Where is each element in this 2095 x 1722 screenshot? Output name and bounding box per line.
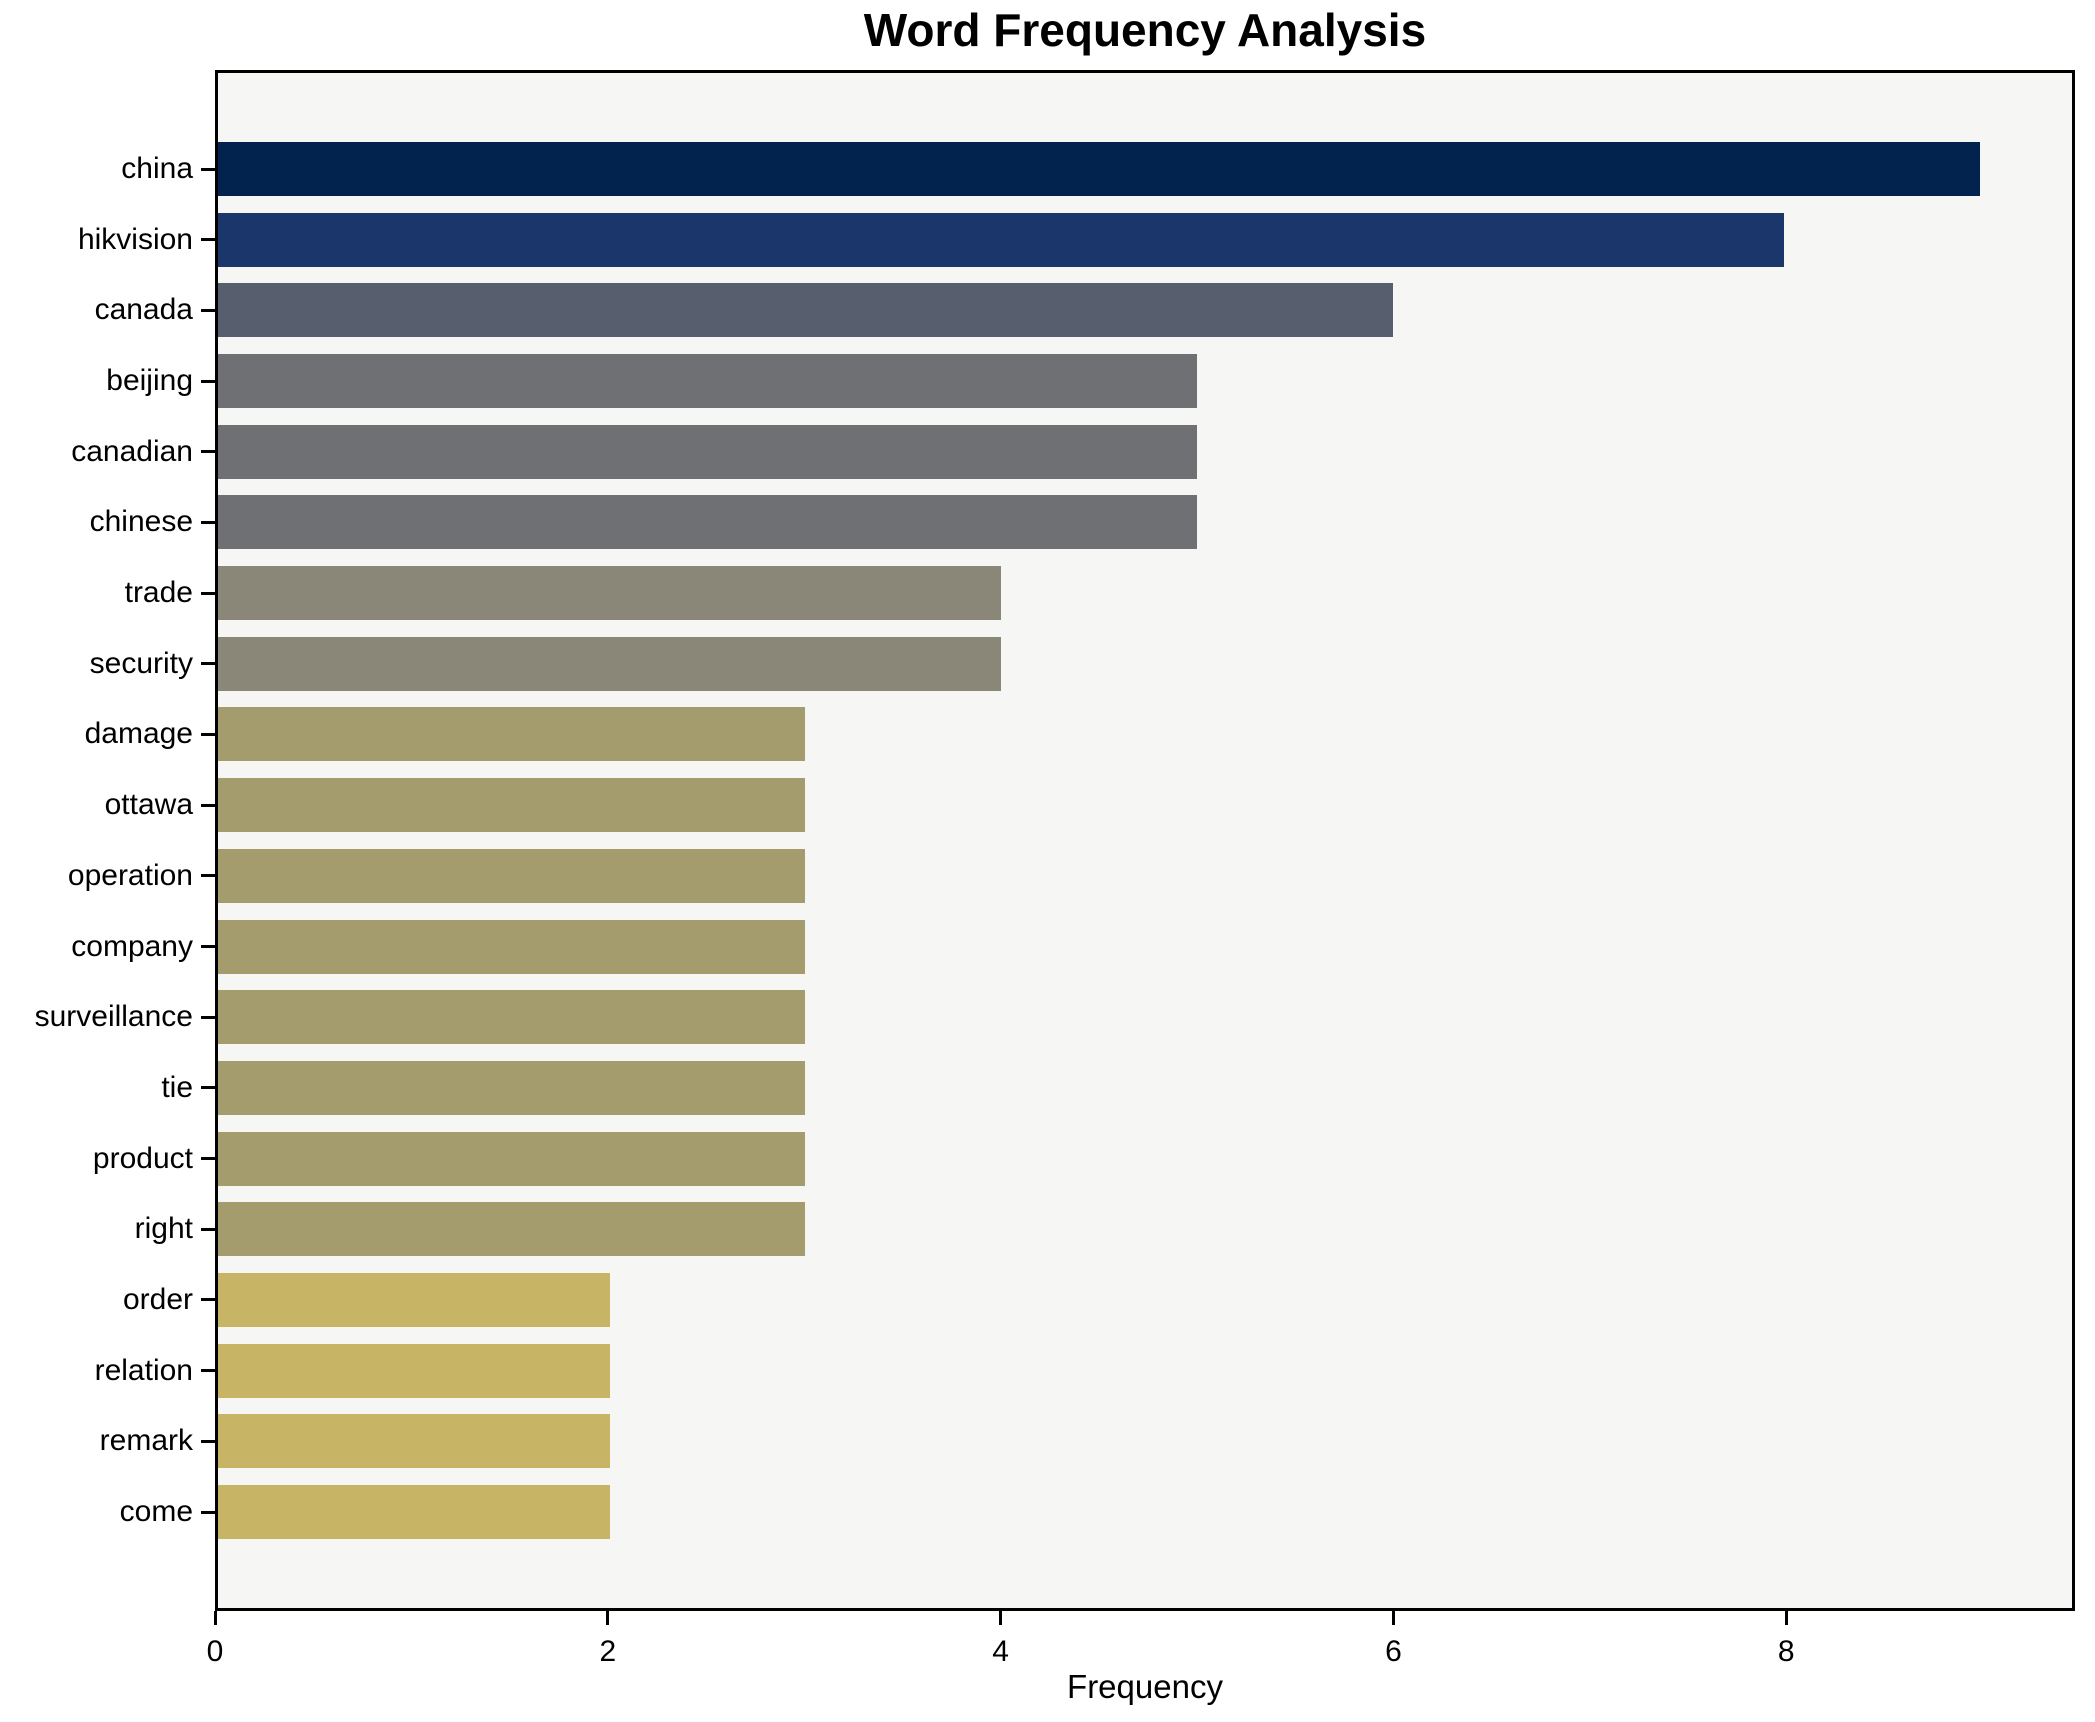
- bar-order: [218, 1272, 610, 1327]
- y-tick-mark: [201, 945, 215, 949]
- y-tick-mark: [201, 1157, 215, 1161]
- ytick-label-relation: relation: [94, 1353, 193, 1387]
- bar-trade: [218, 566, 1002, 621]
- y-tick-mark: [201, 1298, 215, 1302]
- ytick-label-remark: remark: [99, 1424, 193, 1458]
- y-tick-mark: [201, 1369, 215, 1373]
- ytick-label-operation: operation: [67, 858, 193, 892]
- bar-canada: [218, 283, 1393, 338]
- bar-surveillance: [218, 990, 806, 1045]
- xtick-label-2: 2: [599, 1635, 617, 1668]
- bar-remark: [218, 1414, 610, 1469]
- y-tick-mark: [201, 1015, 215, 1019]
- ytick-label-chinese: chinese: [89, 505, 193, 539]
- ytick-label-come: come: [119, 1495, 193, 1528]
- ytick-label-security: security: [89, 646, 193, 680]
- ytick-label-beijing: beijing: [106, 364, 193, 398]
- y-tick-mark: [201, 803, 215, 807]
- plot-area: [215, 70, 2075, 1611]
- ytick-label-company: company: [71, 929, 193, 963]
- ytick-label-surveillance: surveillance: [34, 1000, 193, 1034]
- y-tick-mark: [201, 1510, 215, 1514]
- bar-operation: [218, 848, 806, 903]
- ytick-label-tie: tie: [161, 1070, 193, 1104]
- y-tick-mark: [201, 874, 215, 878]
- chart-title: Word Frequency Analysis: [863, 4, 1427, 56]
- y-tick-mark: [201, 520, 215, 524]
- y-tick-mark: [201, 732, 215, 736]
- ytick-label-order: order: [122, 1282, 193, 1316]
- xtick-label-0: 0: [206, 1635, 224, 1668]
- ytick-label-product: product: [92, 1141, 193, 1175]
- ytick-label-ottawa: ottawa: [104, 788, 193, 822]
- xtick-label-4: 4: [992, 1635, 1009, 1668]
- ytick-label-trade: trade: [124, 576, 193, 610]
- y-tick-mark: [201, 450, 215, 454]
- bar-china: [218, 142, 1980, 196]
- x-tick-mark: [999, 1611, 1003, 1625]
- ytick-label-right: right: [134, 1212, 193, 1246]
- y-tick-mark: [201, 167, 215, 171]
- bar-ottawa: [218, 778, 806, 833]
- bar-beijing: [218, 354, 1197, 409]
- x-axis-label: Frequency: [1067, 1668, 1223, 1705]
- bar-come: [218, 1485, 610, 1539]
- bar-canadian: [218, 424, 1197, 479]
- bar-chinese: [218, 495, 1197, 550]
- x-tick-mark: [213, 1611, 217, 1625]
- bar-hikvision: [218, 212, 1785, 267]
- bar-company: [218, 919, 806, 974]
- xtick-label-8: 8: [1777, 1635, 1795, 1668]
- y-tick-mark: [201, 379, 215, 383]
- x-tick-mark: [1784, 1611, 1788, 1625]
- y-tick-mark: [201, 1086, 215, 1090]
- y-tick-mark: [201, 308, 215, 312]
- x-tick-mark: [1391, 1611, 1395, 1625]
- ytick-label-hikvision: hikvision: [77, 222, 193, 256]
- y-tick-mark: [201, 1227, 215, 1231]
- y-tick-mark: [201, 1439, 215, 1443]
- ytick-label-canadian: canadian: [71, 434, 193, 468]
- y-tick-mark: [201, 591, 215, 595]
- bar-product: [218, 1131, 806, 1186]
- bar-right: [218, 1202, 806, 1257]
- bar-relation: [218, 1343, 610, 1398]
- bar-damage: [218, 707, 806, 762]
- bar-tie: [218, 1060, 806, 1115]
- y-tick-mark: [201, 238, 215, 242]
- bar-security: [218, 636, 1002, 691]
- ytick-label-canada: canada: [94, 293, 193, 327]
- xtick-label-6: 6: [1385, 1635, 1402, 1668]
- ytick-label-china: china: [121, 152, 193, 185]
- y-tick-mark: [201, 662, 215, 666]
- x-tick-mark: [606, 1611, 610, 1625]
- ytick-label-damage: damage: [84, 717, 193, 751]
